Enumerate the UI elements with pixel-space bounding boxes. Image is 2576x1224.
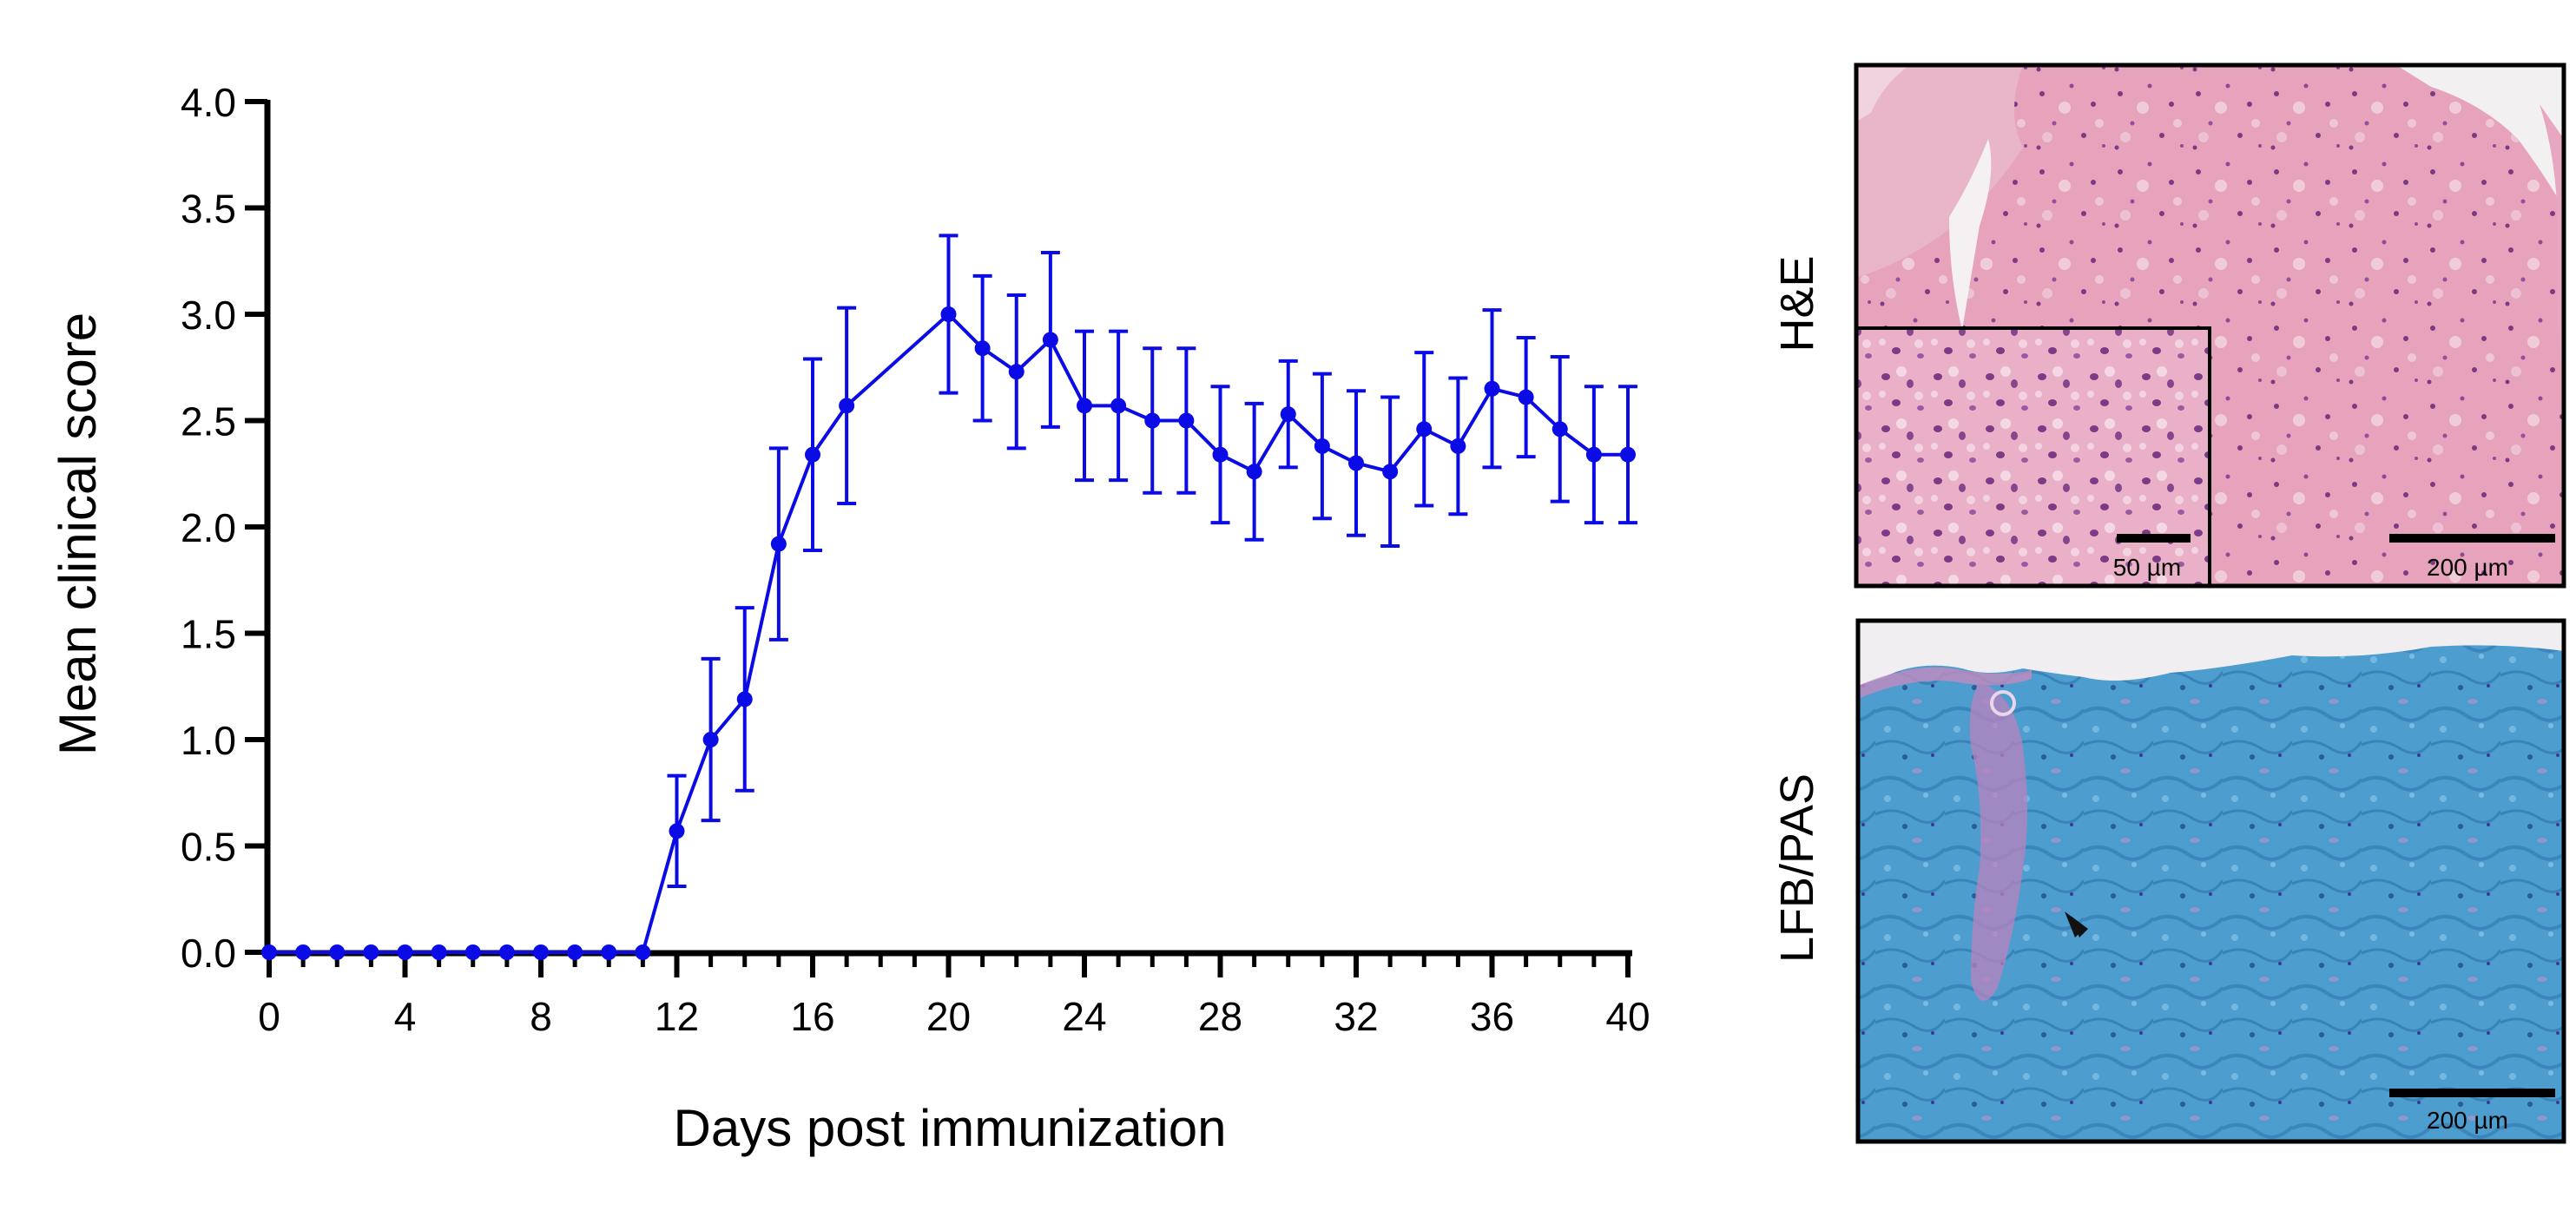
data-point bbox=[1314, 438, 1330, 454]
y-tick-label: 0.5 bbox=[181, 825, 236, 870]
he-scale-label: 200 µm bbox=[2427, 554, 2508, 581]
data-point bbox=[1552, 421, 1568, 438]
y-ticks: 0.0 0.5 1.0 1.5 2.0 2.5 3.0 3.5 4.0 bbox=[181, 80, 267, 976]
data-point bbox=[1008, 364, 1024, 380]
data-point bbox=[839, 398, 855, 414]
data-point bbox=[635, 944, 651, 960]
data-point bbox=[431, 944, 447, 960]
data-point bbox=[1246, 464, 1262, 480]
data-point bbox=[533, 944, 549, 960]
x-tick-label: 16 bbox=[790, 994, 834, 1039]
data-point bbox=[1178, 412, 1195, 429]
x-tick-label: 12 bbox=[655, 994, 699, 1039]
he-panel-label: H&E bbox=[1771, 255, 1823, 352]
data-point bbox=[736, 691, 753, 707]
data-point bbox=[464, 944, 481, 960]
x-axis-label: Days post immunization bbox=[674, 1099, 1227, 1157]
he-inset-scale-label: 50 µm bbox=[2113, 554, 2181, 581]
data-point bbox=[940, 306, 957, 322]
data-point bbox=[669, 823, 685, 839]
clinical-score-chart: Mean clinical score Days post immunizati… bbox=[49, 80, 1650, 1157]
data-point bbox=[1484, 380, 1500, 397]
data-point bbox=[974, 340, 991, 357]
y-tick-label: 1.0 bbox=[181, 718, 236, 763]
y-tick-label: 2.5 bbox=[181, 399, 236, 444]
x-tick-label: 24 bbox=[1062, 994, 1106, 1039]
data-points bbox=[261, 306, 1636, 960]
data-point bbox=[363, 944, 379, 960]
data-point bbox=[1110, 398, 1127, 414]
x-tick-label: 40 bbox=[1605, 994, 1650, 1039]
data-point bbox=[567, 944, 583, 960]
x-tick-label: 4 bbox=[394, 994, 417, 1039]
error-bars bbox=[667, 234, 1637, 889]
axes: 0.0 0.5 1.0 1.5 2.0 2.5 3.0 3.5 4.0 0 4 8 12 16 20 24 2… bbox=[181, 80, 1650, 1039]
data-point bbox=[1042, 332, 1058, 348]
data-point bbox=[770, 536, 787, 552]
y-tick-label: 3.5 bbox=[181, 187, 236, 232]
data-point bbox=[805, 446, 820, 463]
data-point bbox=[1348, 455, 1364, 471]
data-point bbox=[498, 944, 515, 960]
y-tick-label: 1.5 bbox=[181, 612, 236, 657]
data-point bbox=[1212, 446, 1229, 463]
data-point bbox=[702, 732, 719, 747]
data-point bbox=[329, 944, 346, 960]
x-ticks: 0 4 8 12 16 20 24 28 32 36 40 bbox=[258, 953, 1650, 1039]
data-point bbox=[261, 944, 277, 960]
plot-area bbox=[261, 234, 1637, 960]
lfb-pas-panel: LFB/PAS 200 µm bbox=[1771, 618, 2566, 1144]
data-point bbox=[1620, 446, 1636, 463]
data-point bbox=[1144, 412, 1161, 429]
he-inset: 50 µm bbox=[1855, 326, 2211, 588]
y-tick-label: 4.0 bbox=[181, 80, 236, 125]
y-tick-label: 0.0 bbox=[181, 931, 236, 976]
lfb-pas-micrograph: 200 µm bbox=[1855, 618, 2566, 1144]
x-tick-label: 32 bbox=[1334, 994, 1378, 1039]
he-micrograph: 50 µm 200 µm bbox=[1854, 63, 2566, 589]
y-tick-label: 3.0 bbox=[181, 293, 236, 338]
lfb-scale-label: 200 µm bbox=[2427, 1107, 2508, 1134]
data-point bbox=[1382, 464, 1399, 480]
data-point bbox=[601, 944, 617, 960]
data-point bbox=[295, 944, 312, 960]
x-tick-label: 8 bbox=[530, 994, 552, 1039]
he-panel: H&E 50 µm 200 µm bbox=[1771, 63, 2566, 589]
data-point bbox=[1416, 421, 1433, 438]
y-axis-label: Mean clinical score bbox=[49, 313, 107, 755]
data-point bbox=[1518, 389, 1534, 405]
data-point bbox=[1077, 398, 1092, 414]
data-point bbox=[397, 944, 413, 960]
x-tick-label: 36 bbox=[1470, 994, 1514, 1039]
x-tick-label: 20 bbox=[926, 994, 971, 1039]
x-tick-label: 0 bbox=[258, 994, 280, 1039]
data-point bbox=[1450, 438, 1466, 454]
data-point bbox=[1280, 406, 1296, 423]
y-tick-label: 2.0 bbox=[181, 505, 236, 550]
lfb-pas-panel-label: LFB/PAS bbox=[1771, 773, 1823, 963]
data-point bbox=[1585, 446, 1602, 463]
x-tick-label: 28 bbox=[1198, 994, 1242, 1039]
